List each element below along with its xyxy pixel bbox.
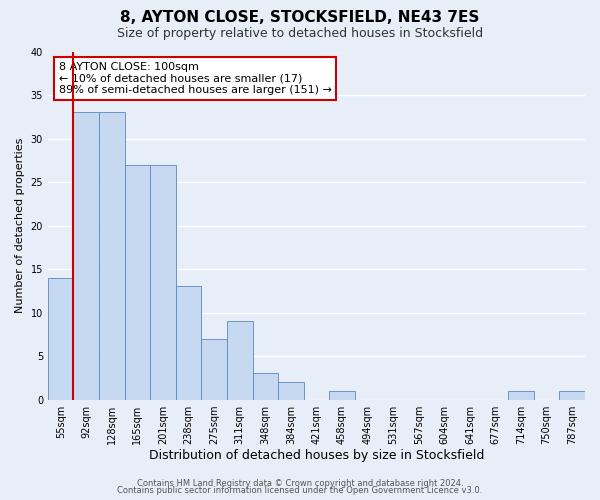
Bar xyxy=(253,374,278,400)
Bar xyxy=(202,338,227,400)
Text: 8, AYTON CLOSE, STOCKSFIELD, NE43 7ES: 8, AYTON CLOSE, STOCKSFIELD, NE43 7ES xyxy=(121,10,479,25)
X-axis label: Distribution of detached houses by size in Stocksfield: Distribution of detached houses by size … xyxy=(149,450,484,462)
Bar xyxy=(125,164,150,400)
Bar xyxy=(48,278,73,400)
Text: 8 AYTON CLOSE: 100sqm
← 10% of detached houses are smaller (17)
89% of semi-deta: 8 AYTON CLOSE: 100sqm ← 10% of detached … xyxy=(59,62,332,95)
Text: Contains HM Land Registry data © Crown copyright and database right 2024.: Contains HM Land Registry data © Crown c… xyxy=(137,478,463,488)
Bar xyxy=(73,112,99,400)
Bar xyxy=(559,391,585,400)
Text: Size of property relative to detached houses in Stocksfield: Size of property relative to detached ho… xyxy=(117,28,483,40)
Y-axis label: Number of detached properties: Number of detached properties xyxy=(15,138,25,313)
Bar xyxy=(150,164,176,400)
Bar xyxy=(278,382,304,400)
Bar xyxy=(99,112,125,400)
Bar xyxy=(227,322,253,400)
Bar xyxy=(508,391,534,400)
Bar xyxy=(176,286,202,400)
Text: Contains public sector information licensed under the Open Government Licence v3: Contains public sector information licen… xyxy=(118,486,482,495)
Bar xyxy=(329,391,355,400)
